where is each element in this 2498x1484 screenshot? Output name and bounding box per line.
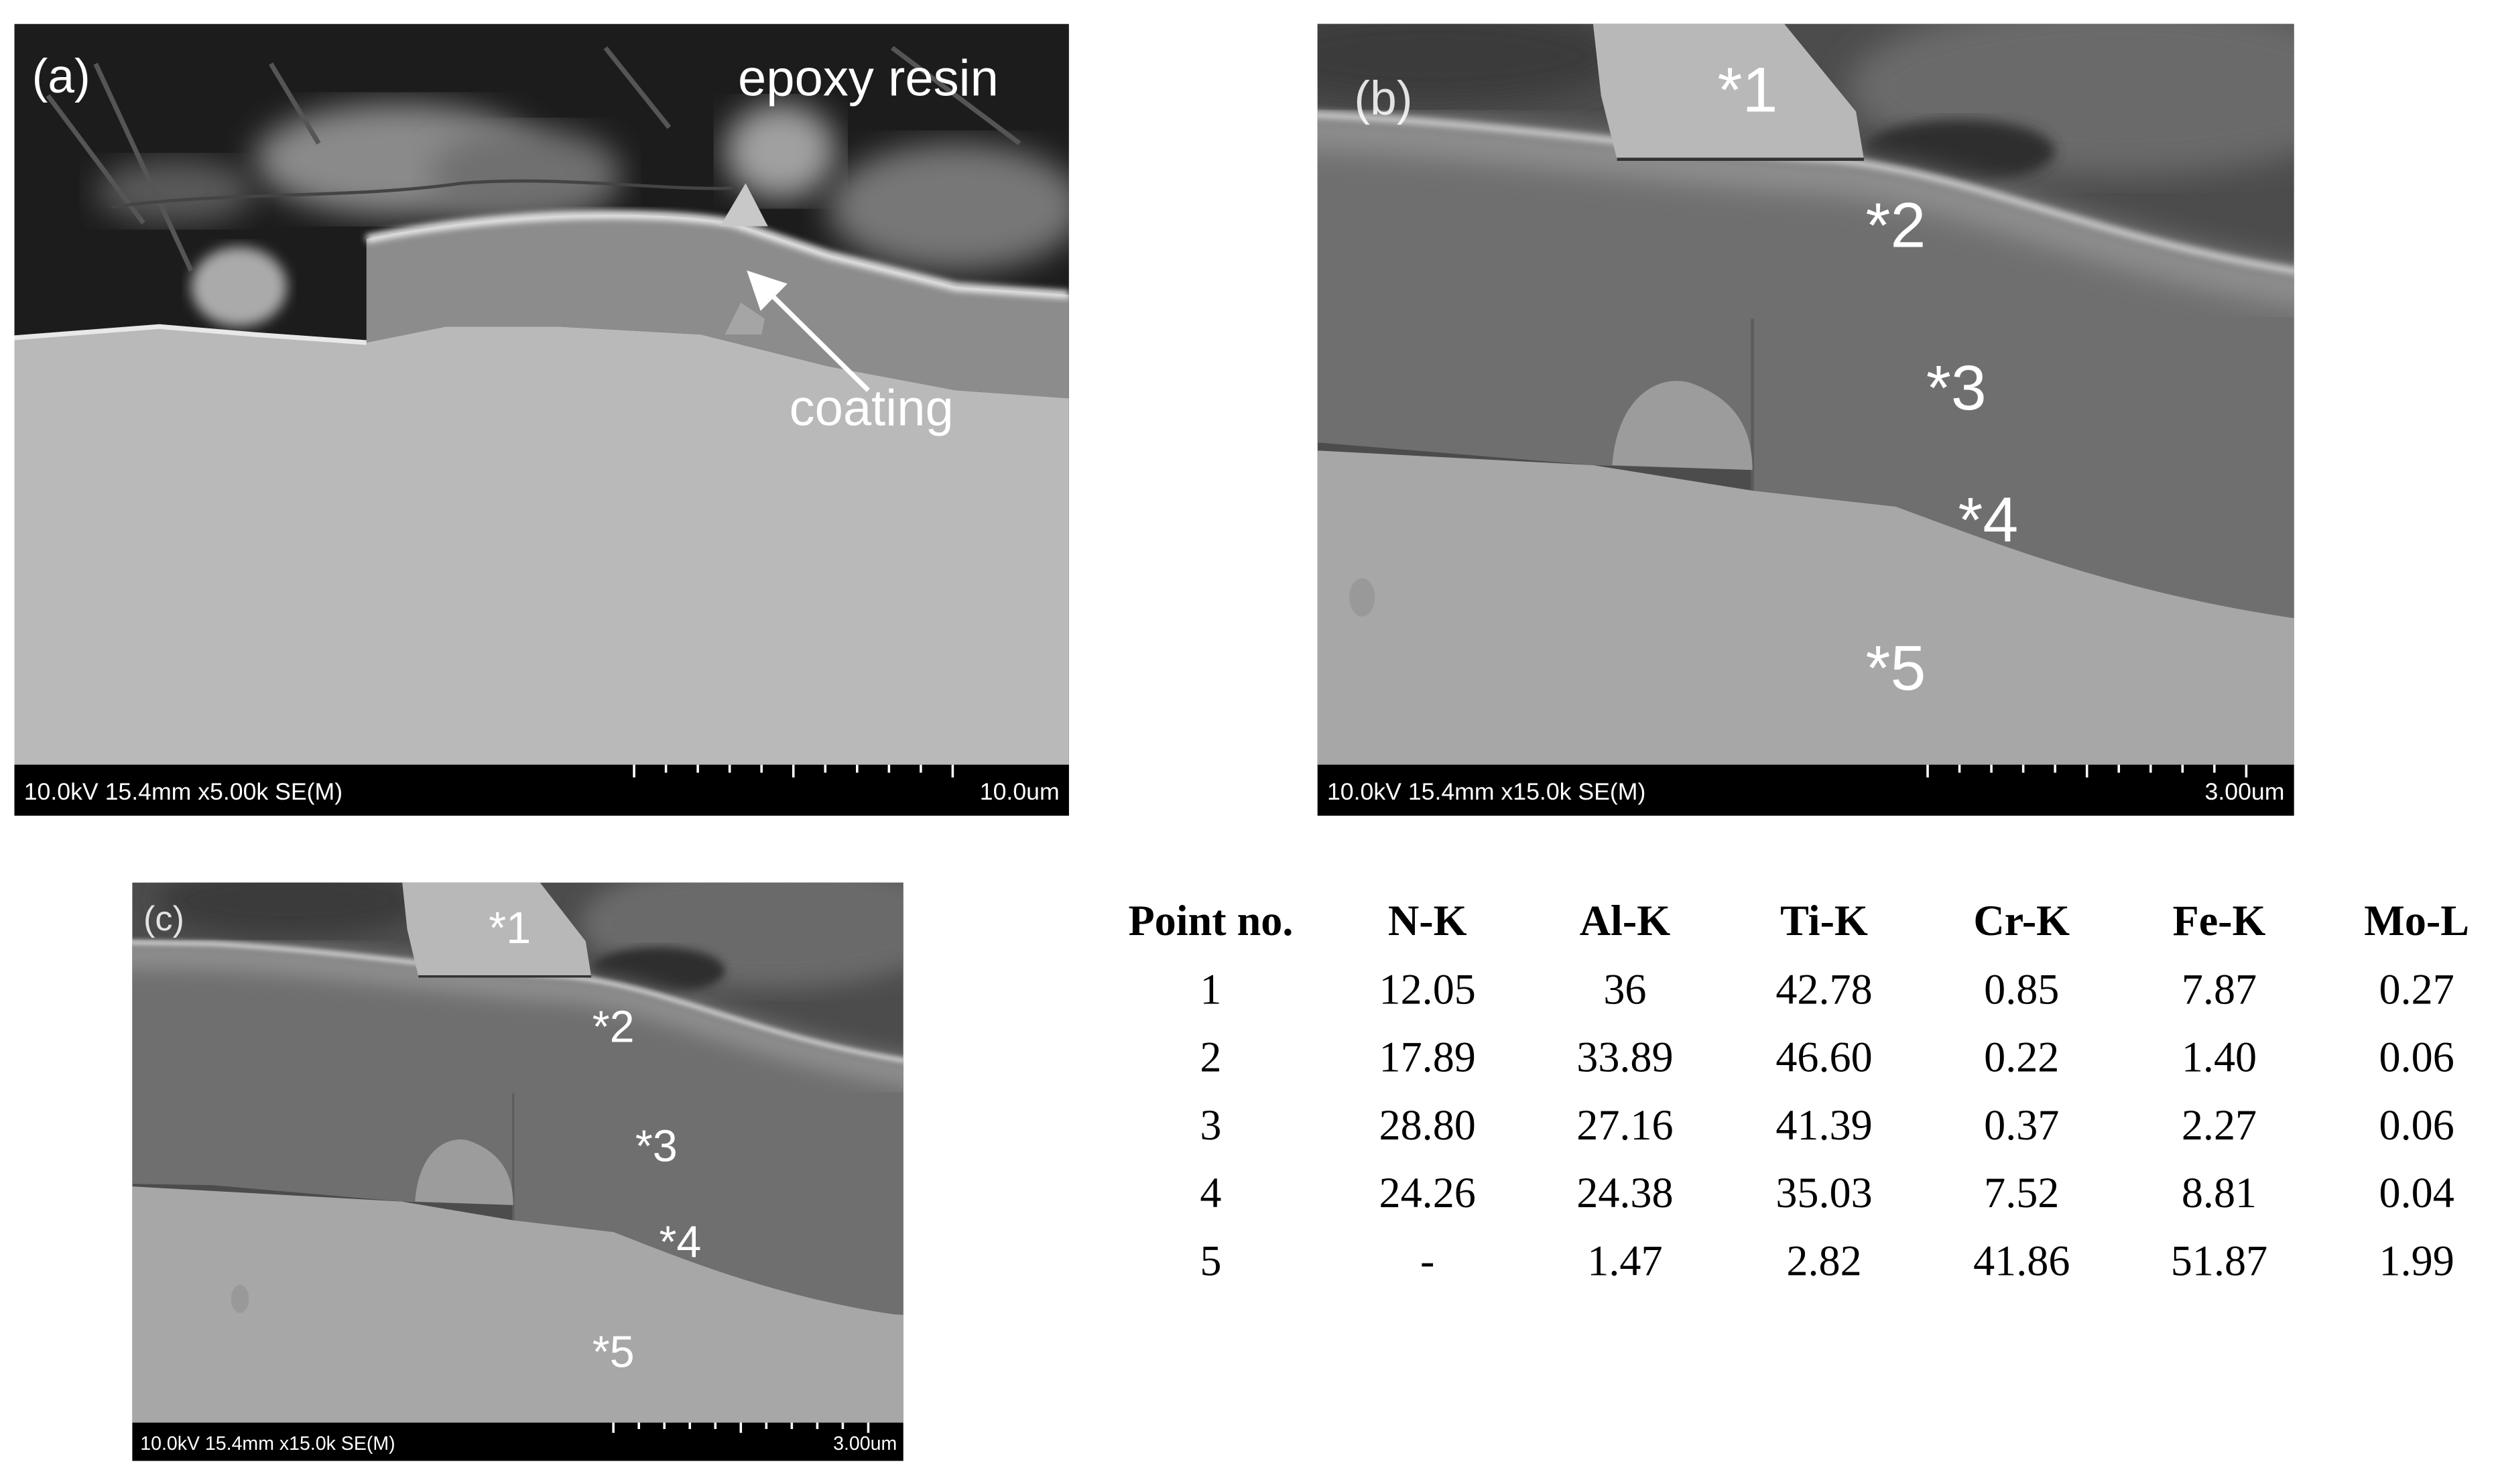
table-cell: 1 <box>1200 965 1221 1013</box>
table-header: N-K <box>1388 897 1467 944</box>
table-cell: 17.89 <box>1379 1034 1476 1081</box>
table-cell: 36 <box>1603 965 1646 1013</box>
panel-label: (c) <box>143 900 184 938</box>
point-marker: *4 <box>1958 485 2018 556</box>
table-cell: 3 <box>1200 1101 1221 1149</box>
scale-label: 3.00um <box>833 1433 897 1455</box>
table-header: Cr-K <box>1973 897 2070 944</box>
table-cell: - <box>1420 1237 1434 1284</box>
table-header: Fe-K <box>2173 897 2266 944</box>
table-cell: 46.60 <box>1775 1034 1872 1081</box>
table-header: Ti-K <box>1780 897 1868 944</box>
table-cell: 1.47 <box>1587 1237 1662 1284</box>
table-cell: 0.06 <box>2379 1034 2454 1081</box>
table-cell: 2.27 <box>2182 1101 2257 1149</box>
table-cell: 41.86 <box>1973 1237 2070 1284</box>
table-cell: 0.27 <box>2379 965 2454 1013</box>
table-cell: 0.22 <box>1984 1034 2059 1081</box>
eds-table: Point no. N-K Al-K Ti-K Cr-K Fe-K Mo-L 1 12.05 36… <box>1128 897 2469 1284</box>
scale-label: 3.00um <box>2205 778 2285 805</box>
sem-info: 10.0kV 15.4mm x15.0k SE(M) <box>140 1433 395 1455</box>
point-marker: *2 <box>592 1002 635 1052</box>
table-cell: 8.81 <box>2182 1169 2257 1217</box>
table-header: Mo-L <box>2364 897 2469 944</box>
table-cell: 7.52 <box>1984 1169 2059 1217</box>
annotation: coating <box>790 380 954 437</box>
table-cell: 28.80 <box>1379 1101 1476 1149</box>
point-marker: *5 <box>1866 633 1926 704</box>
panel-label: (a) <box>32 50 90 103</box>
table-header: Al-K <box>1580 897 1671 944</box>
table-cell: 2 <box>1200 1034 1221 1081</box>
table-cell: 12.05 <box>1379 965 1476 1013</box>
point-marker: *5 <box>592 1327 635 1377</box>
scale-label: 10.0um <box>980 778 1060 805</box>
table-cell: 41.39 <box>1775 1101 1872 1149</box>
table-header: Point no. <box>1128 897 1293 944</box>
table-cell: 5 <box>1200 1237 1221 1284</box>
table-cell: 24.26 <box>1379 1169 1476 1217</box>
panel-c: (c) *1 *2 *3 *4 *5 10.0kV 15.4mm x15.0k … <box>132 859 903 1461</box>
table-cell: 24.38 <box>1576 1169 1673 1217</box>
table-cell: 0.85 <box>1984 965 2059 1013</box>
sem-info: 10.0kV 15.4mm x5.00k SE(M) <box>24 778 342 805</box>
table-cell: 33.89 <box>1576 1034 1673 1081</box>
panel-label: (b) <box>1354 72 1412 125</box>
table-cell: 1.99 <box>2379 1237 2454 1284</box>
table-cell: 42.78 <box>1775 965 1872 1013</box>
point-marker: *2 <box>1866 190 1926 261</box>
point-marker: *1 <box>1718 54 1778 125</box>
table-cell: 0.06 <box>2379 1101 2454 1149</box>
table-cell: 2.82 <box>1786 1237 1861 1284</box>
table-cell: 4 <box>1200 1169 1221 1217</box>
panel-a: (a) epoxy resin coating 10.0kV 15.4mm x5… <box>14 23 1069 816</box>
point-marker: *1 <box>489 904 531 953</box>
table-cell: 1.40 <box>2182 1034 2257 1081</box>
table-cell: 51.87 <box>2171 1237 2267 1284</box>
annotation: epoxy resin <box>738 50 999 107</box>
table-cell: 27.16 <box>1576 1101 1673 1149</box>
panel-b: (b) *1 *2 *3 *4 *5 10.0kV 15.4mm x15.0k … <box>1317 0 2294 816</box>
point-marker: *3 <box>635 1122 678 1172</box>
table-cell: 35.03 <box>1775 1169 1872 1217</box>
table-cell: 0.04 <box>2379 1169 2454 1217</box>
table-cell: 0.37 <box>1984 1101 2059 1149</box>
point-marker: *4 <box>660 1217 702 1267</box>
sem-info: 10.0kV 15.4mm x15.0k SE(M) <box>1327 778 1645 805</box>
table-cell: 7.87 <box>2182 965 2257 1013</box>
point-marker: *3 <box>1926 353 1987 424</box>
